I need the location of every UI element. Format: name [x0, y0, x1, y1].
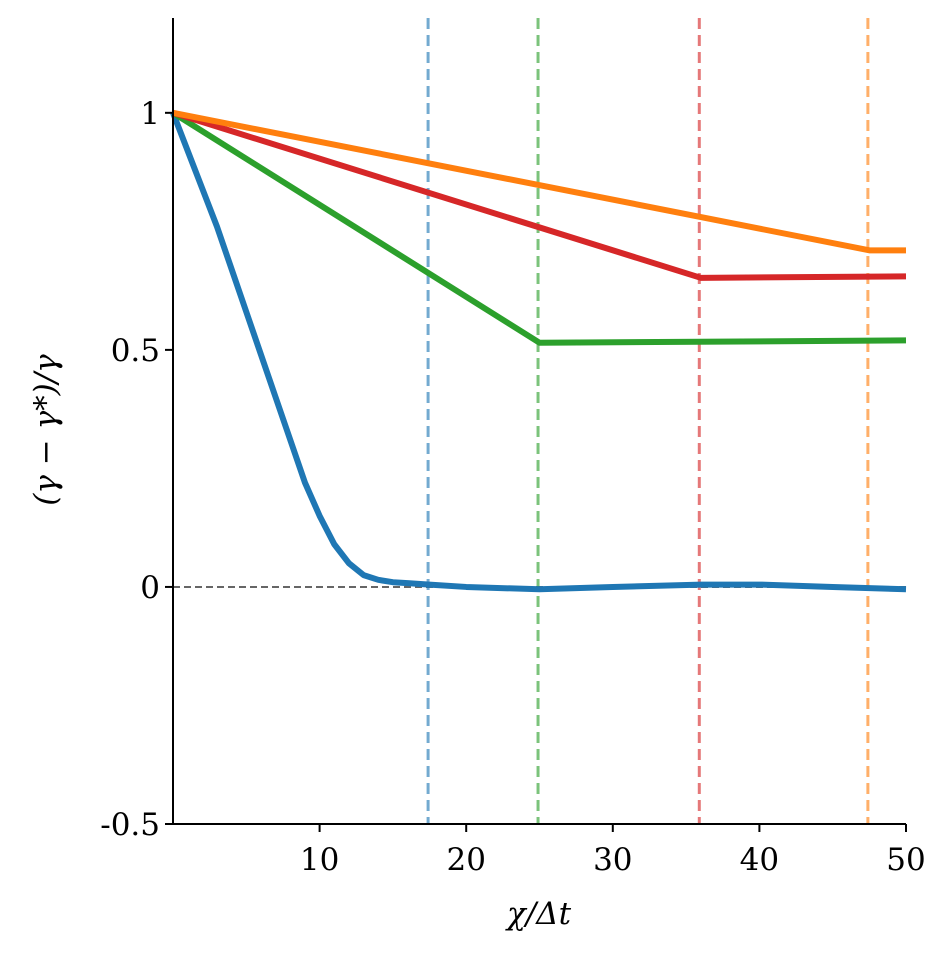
cutoff-lines — [426, 18, 870, 824]
y-ticks: -0.5 0 0.5 1 — [100, 96, 173, 843]
series-lines — [170, 109, 907, 593]
series-line-2 — [171, 110, 907, 346]
x-tick-label: 40 — [740, 842, 779, 878]
x-ticks: 10 20 30 40 50 — [300, 824, 926, 878]
x-tick-label: 30 — [593, 842, 632, 878]
series-line-3 — [172, 109, 907, 281]
y-tick-label: 0.5 — [111, 333, 160, 369]
y-tick-label: -0.5 — [100, 807, 160, 843]
y-axis-label: (γ − γ*)/γ — [28, 354, 64, 506]
x-tick-label: 20 — [446, 842, 485, 878]
series-line-1 — [170, 111, 907, 593]
y-tick-label: 0 — [140, 570, 160, 606]
x-axis-label: χ/Δt — [505, 896, 572, 932]
axes — [172, 18, 906, 825]
y-tick-label: 1 — [140, 96, 160, 132]
x-tick-label: 10 — [300, 842, 339, 878]
x-tick-label: 50 — [886, 842, 925, 878]
series-line-4 — [172, 109, 906, 254]
